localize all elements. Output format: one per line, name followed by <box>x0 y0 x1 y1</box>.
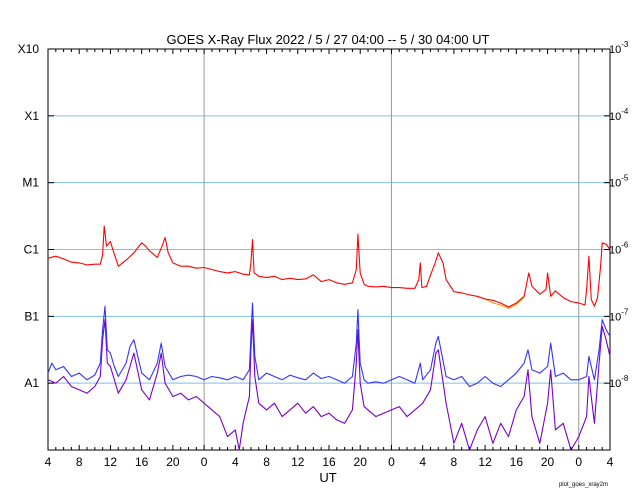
day-boundary-lines <box>203 49 580 450</box>
right-tick-base: 10 <box>609 311 621 323</box>
x-tick-label: 12 <box>478 455 492 469</box>
right-tick-base: 10 <box>609 245 621 257</box>
left-tick-label: C1 <box>24 243 40 257</box>
x-tick-label: 4 <box>45 455 52 469</box>
left-tick-label: B1 <box>24 309 39 323</box>
x-tick-label: 20 <box>166 455 180 469</box>
right-tick-label: 10-5 <box>609 174 629 190</box>
x-tick-label: 0 <box>388 455 395 469</box>
left-tick-label: X10 <box>18 42 40 56</box>
x-tick-label: 12 <box>104 455 118 469</box>
x-tick-label: 20 <box>354 455 368 469</box>
right-tick-base: 10 <box>609 378 621 390</box>
x-tick-label: 16 <box>135 455 149 469</box>
left-tick-label: M1 <box>22 176 39 190</box>
right-tick-base: 10 <box>609 178 621 190</box>
plot-credit: plot_goes_xray2m <box>559 482 608 488</box>
right-axis-ticks: 10-310-410-510-610-710-8 <box>604 40 629 390</box>
right-tick-exponent: -3 <box>621 40 629 49</box>
x-tick-label: 8 <box>263 455 270 469</box>
right-tick-exponent: -4 <box>621 107 629 116</box>
right-tick-label: 10-8 <box>609 374 629 390</box>
right-tick-base: 10 <box>609 44 621 56</box>
x-tick-label: 8 <box>76 455 83 469</box>
left-tick-label: X1 <box>24 109 39 123</box>
right-tick-exponent: -5 <box>621 174 629 183</box>
right-tick-label: 10-6 <box>609 241 629 257</box>
x-tick-label: 0 <box>575 455 582 469</box>
x-tick-label: 16 <box>322 455 336 469</box>
series-line <box>47 225 611 308</box>
left-axis-ticks: X10 X1 M1 C1 B1 A1 <box>18 42 54 390</box>
right-tick-exponent: -7 <box>621 307 629 316</box>
horizontal-gridlines <box>48 115 610 384</box>
x-tick-label: 4 <box>607 455 614 469</box>
x-tick-label: 4 <box>419 455 426 469</box>
right-tick-base: 10 <box>609 111 621 123</box>
left-tick-label: A1 <box>24 376 39 390</box>
series-line <box>47 319 611 451</box>
x-tick-label: 12 <box>291 455 305 469</box>
right-tick-label: 10-4 <box>609 107 629 123</box>
flux-series <box>47 225 611 451</box>
right-tick-label: 10-3 <box>609 40 629 56</box>
x-tick-label: 4 <box>232 455 239 469</box>
x-tick-label: 0 <box>201 455 208 469</box>
series-line <box>47 302 611 388</box>
right-tick-exponent: -6 <box>621 241 629 250</box>
x-tick-label: 16 <box>510 455 524 469</box>
x-axis-ticks: 4 8 12 16 20 0 4 8 12 16 20 0 4 8 12 16 20 0 4 <box>45 49 614 469</box>
x-tick-label: 8 <box>451 455 458 469</box>
right-tick-exponent: -8 <box>621 374 629 383</box>
right-tick-label: 10-7 <box>609 307 629 323</box>
x-tick-label: 20 <box>541 455 555 469</box>
x-axis-label: UT <box>319 470 336 485</box>
chart-title: GOES X-Ray Flux 2022 / 5 / 27 04:00 -- 5… <box>167 32 490 47</box>
